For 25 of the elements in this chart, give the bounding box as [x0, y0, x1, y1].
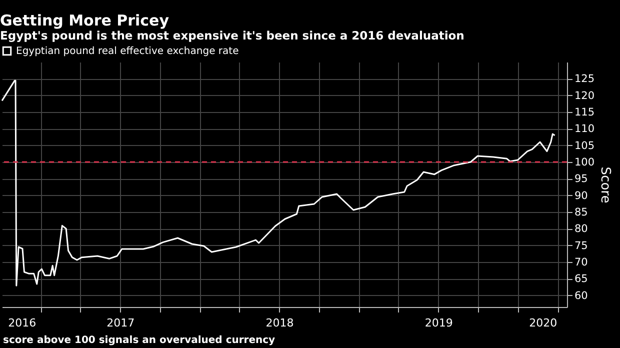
y-tick-label: 75 — [574, 240, 588, 252]
y-tick-label: 70 — [574, 256, 588, 268]
line-series — [1, 80, 556, 286]
y-tick-label: 115 — [574, 106, 595, 118]
chart-subtitle: Egypt's pound is the most expensive it's been since a 2016 devaluation — [0, 28, 464, 42]
y-tick-label: 120 — [574, 90, 595, 102]
text: score above 100 signals an overvalued currency — [3, 335, 276, 346]
chart-title: Getting More Pricey — [0, 12, 170, 30]
y-axis-title: Score — [598, 166, 613, 204]
y-tick-label: 125 — [574, 73, 595, 86]
y-tick-label: 85 — [574, 206, 588, 218]
y-tick-label: 60 — [574, 290, 588, 302]
x-tick-label: 2016 — [8, 316, 36, 330]
y-tick-label: 90 — [574, 190, 588, 202]
y-tick-label: 105 — [574, 140, 595, 152]
x-tick-label: 2017 — [106, 316, 135, 330]
x-tick-label: 2019 — [424, 316, 453, 330]
legend-label: Egyptian pound real effective exchange rate — [16, 46, 239, 57]
y-tick-label: 100 — [574, 156, 595, 168]
x-tick-label: 2018 — [266, 316, 294, 330]
x-tick-label: 2020 — [529, 316, 558, 330]
y-tick-label: 80 — [574, 223, 588, 236]
y-tick-label: 65 — [574, 273, 588, 286]
y-tick-label: 95 — [574, 173, 588, 186]
y-tick-label: 110 — [574, 123, 595, 136]
